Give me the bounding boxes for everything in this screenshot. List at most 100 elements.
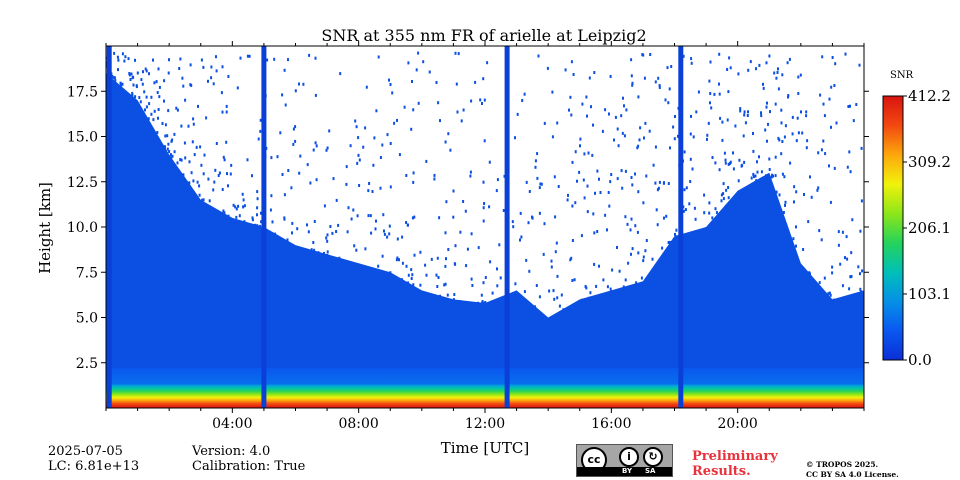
noise-speckle xyxy=(709,92,712,95)
noise-speckle xyxy=(775,76,778,80)
noise-speckle xyxy=(564,68,567,72)
cc-sa-label: SA xyxy=(645,467,656,475)
noise-speckle xyxy=(202,172,205,176)
noise-speckle xyxy=(284,103,287,107)
noise-speckle xyxy=(621,186,624,190)
noise-speckle xyxy=(454,244,457,248)
noise-speckle xyxy=(445,257,447,261)
noise-speckle xyxy=(484,276,487,279)
noise-speckle xyxy=(157,67,160,71)
noise-speckle xyxy=(131,91,134,95)
noise-speckle xyxy=(776,71,779,74)
noise-speckle xyxy=(257,137,260,141)
noise-speckle xyxy=(649,53,652,56)
share-alike-icon: ↻ xyxy=(643,447,663,467)
noise-speckle xyxy=(858,63,861,67)
noise-speckle xyxy=(593,71,596,74)
noise-speckle xyxy=(643,76,646,80)
noise-speckle xyxy=(403,105,406,109)
noise-speckle xyxy=(756,160,758,164)
noise-speckle xyxy=(624,215,627,219)
noise-speckle xyxy=(594,191,596,195)
noise-speckle xyxy=(592,212,595,216)
noise-speckle xyxy=(688,202,691,206)
noise-speckle xyxy=(820,148,823,152)
noise-speckle xyxy=(756,170,759,174)
noise-speckle xyxy=(325,236,328,240)
noise-speckle xyxy=(652,163,655,167)
noise-speckle xyxy=(182,84,185,88)
noise-speckle xyxy=(583,152,586,156)
cc-license-badge[interactable]: cc i ↻ BY SA xyxy=(576,444,673,477)
noise-speckle xyxy=(859,229,862,233)
noise-speckle xyxy=(778,193,781,197)
noise-speckle xyxy=(181,76,184,80)
noise-speckle xyxy=(205,116,208,120)
noise-speckle xyxy=(270,156,273,160)
noise-speckle xyxy=(611,268,614,272)
colorbar-gradient xyxy=(882,95,904,361)
noise-speckle xyxy=(417,101,420,105)
noise-speckle xyxy=(689,180,692,183)
noise-speckle xyxy=(444,231,447,235)
noise-speckle xyxy=(464,209,467,213)
attribution-person-icon: i xyxy=(619,447,639,467)
noise-speckle xyxy=(689,132,692,136)
noise-speckle xyxy=(665,214,668,218)
y-tick-label: 17.5 xyxy=(67,84,98,100)
noise-speckle xyxy=(685,186,688,190)
noise-speckle xyxy=(166,134,169,138)
noise-speckle xyxy=(752,132,754,135)
noise-speckle xyxy=(669,146,671,150)
noise-speckle xyxy=(692,135,695,139)
noise-speckle xyxy=(486,61,489,65)
x-axis-label: Time [UTC] xyxy=(441,439,530,457)
noise-speckle xyxy=(296,227,299,231)
noise-speckle xyxy=(683,150,686,154)
noise-speckle xyxy=(345,165,348,169)
noise-speckle xyxy=(606,285,609,289)
noise-speckle xyxy=(553,175,556,179)
noise-speckle xyxy=(554,250,557,254)
noise-speckle xyxy=(855,103,858,106)
noise-speckle xyxy=(729,66,732,70)
noise-speckle xyxy=(553,297,556,301)
noise-speckle xyxy=(499,276,502,280)
noise-speckle xyxy=(157,116,159,120)
y-tick-label: 5.0 xyxy=(76,311,98,327)
noise-speckle xyxy=(795,139,798,143)
noise-speckle xyxy=(607,191,610,194)
noise-speckle xyxy=(326,253,329,257)
noise-speckle xyxy=(622,285,625,289)
noise-speckle xyxy=(569,258,572,262)
noise-speckle xyxy=(413,253,416,257)
noise-speckle xyxy=(620,169,623,173)
noise-speckle xyxy=(784,124,787,128)
noise-speckle xyxy=(682,209,685,213)
noise-speckle xyxy=(221,65,224,69)
noise-speckle xyxy=(121,82,124,86)
noise-speckle xyxy=(128,72,131,75)
noise-speckle xyxy=(775,190,778,194)
x-tick-label: 04:00 xyxy=(212,416,252,432)
noise-speckle xyxy=(353,244,356,248)
noise-speckle xyxy=(636,230,639,234)
noise-speckle xyxy=(833,84,836,87)
noise-speckle xyxy=(749,60,752,64)
noise-speckle xyxy=(741,163,744,167)
noise-speckle xyxy=(586,210,589,214)
noise-speckle xyxy=(147,117,150,121)
noise-speckle xyxy=(721,120,724,124)
noise-speckle xyxy=(136,71,139,75)
noise-speckle xyxy=(697,90,700,94)
noise-speckle xyxy=(132,75,135,79)
noise-speckle xyxy=(642,255,645,259)
noise-speckle xyxy=(482,180,485,184)
noise-speckle xyxy=(168,150,171,153)
noise-speckle xyxy=(192,117,195,121)
noise-speckle xyxy=(120,83,123,87)
noise-speckle xyxy=(620,114,623,118)
noise-speckle xyxy=(405,264,408,268)
noise-speckle xyxy=(587,151,590,155)
noise-speckle xyxy=(158,85,161,89)
